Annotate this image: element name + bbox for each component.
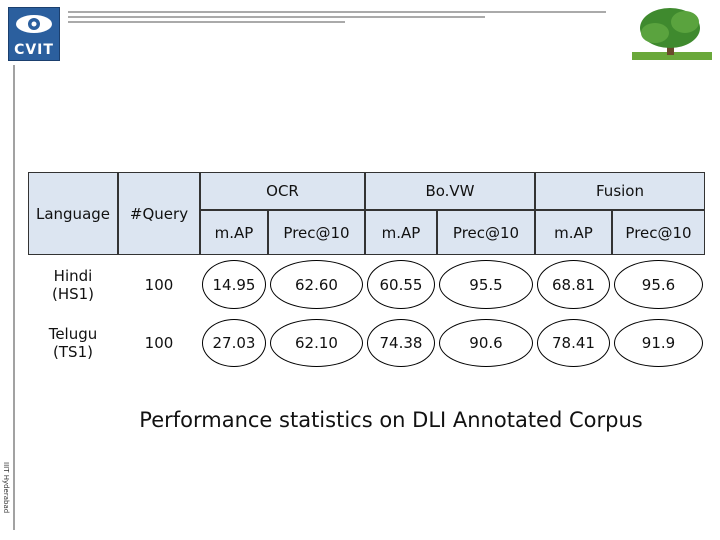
caption: Performance statistics on DLI Annotated …: [139, 408, 643, 432]
table-cell: Hindi (HS1): [28, 255, 118, 314]
sub-header: m.AP: [535, 210, 612, 255]
cell-value: 91.9: [614, 319, 703, 367]
table: Language #Query OCR Bo.VW Fusion m.AP Prec@10 m…: [28, 172, 705, 372]
cell-text: Language: [35, 204, 111, 223]
cell-text: m.AP: [554, 223, 593, 242]
cell-text: Bo.VW: [425, 182, 475, 200]
cell-value: 68.81: [537, 260, 610, 309]
cell-value: 62.60: [270, 260, 363, 309]
cell-text: Telugu (TS1): [48, 325, 98, 361]
cell-value: 27.03: [202, 319, 266, 367]
table-cell: 78.41: [535, 314, 612, 372]
cell-text: #Query: [129, 204, 189, 223]
row-header: #Query: [118, 172, 200, 255]
cell-text: Fusion: [596, 182, 644, 200]
table-cell: 100: [118, 255, 200, 314]
table-cell: 100: [118, 314, 200, 372]
cell-value: 14.95: [202, 260, 266, 309]
cell-text: m.AP: [381, 223, 421, 242]
logo-eye: [16, 15, 52, 33]
cell-text: Hindi (HS1): [51, 266, 95, 303]
cell-text: m.AP: [214, 223, 254, 242]
table-cell: 60.55: [365, 255, 437, 314]
group-header: Fusion: [535, 172, 705, 210]
cell-value: 90.6: [439, 319, 533, 367]
footer: IIIT Hyderabad: [2, 462, 10, 514]
cell-text: Prec@10: [625, 223, 692, 242]
logo-text: CVIT: [14, 42, 54, 58]
cell-text: OCR: [266, 182, 299, 200]
table-cell: Telugu (TS1): [28, 314, 118, 372]
group-header: OCR: [200, 172, 365, 210]
group-header: Bo.VW: [365, 172, 535, 210]
cell-value: 95.5: [439, 260, 533, 309]
cell-text: Prec@10: [283, 223, 350, 242]
cell-value: 60.55: [367, 260, 435, 309]
sub-header: Prec@10: [437, 210, 535, 255]
table-cell: 14.95: [200, 255, 268, 314]
table-cell: 27.03: [200, 314, 268, 372]
cell-text: Prec@10: [452, 223, 520, 242]
table-cell: 95.5: [437, 255, 535, 314]
table-cell: 68.81: [535, 255, 612, 314]
table-cell: 74.38: [365, 314, 437, 372]
sub-header: Prec@10: [612, 210, 705, 255]
sub-header: m.AP: [200, 210, 268, 255]
cell-value: 78.41: [537, 319, 610, 367]
cell-text: 100: [144, 334, 174, 352]
table-cell: 62.60: [268, 255, 365, 314]
sub-header: m.AP: [365, 210, 437, 255]
cell-value: 74.38: [367, 319, 435, 367]
table-cell: 95.6: [612, 255, 705, 314]
cell-text: 100: [144, 275, 174, 294]
sub-header: Prec@10: [268, 210, 365, 255]
table-cell: 62.10: [268, 314, 365, 372]
logo: CVIT: [8, 7, 60, 61]
table-cell: 90.6: [437, 314, 535, 372]
row-header: Language: [28, 172, 118, 255]
cell-value: 95.6: [614, 260, 703, 309]
table-cell: 91.9: [612, 314, 705, 372]
cell-value: 62.10: [270, 319, 363, 367]
